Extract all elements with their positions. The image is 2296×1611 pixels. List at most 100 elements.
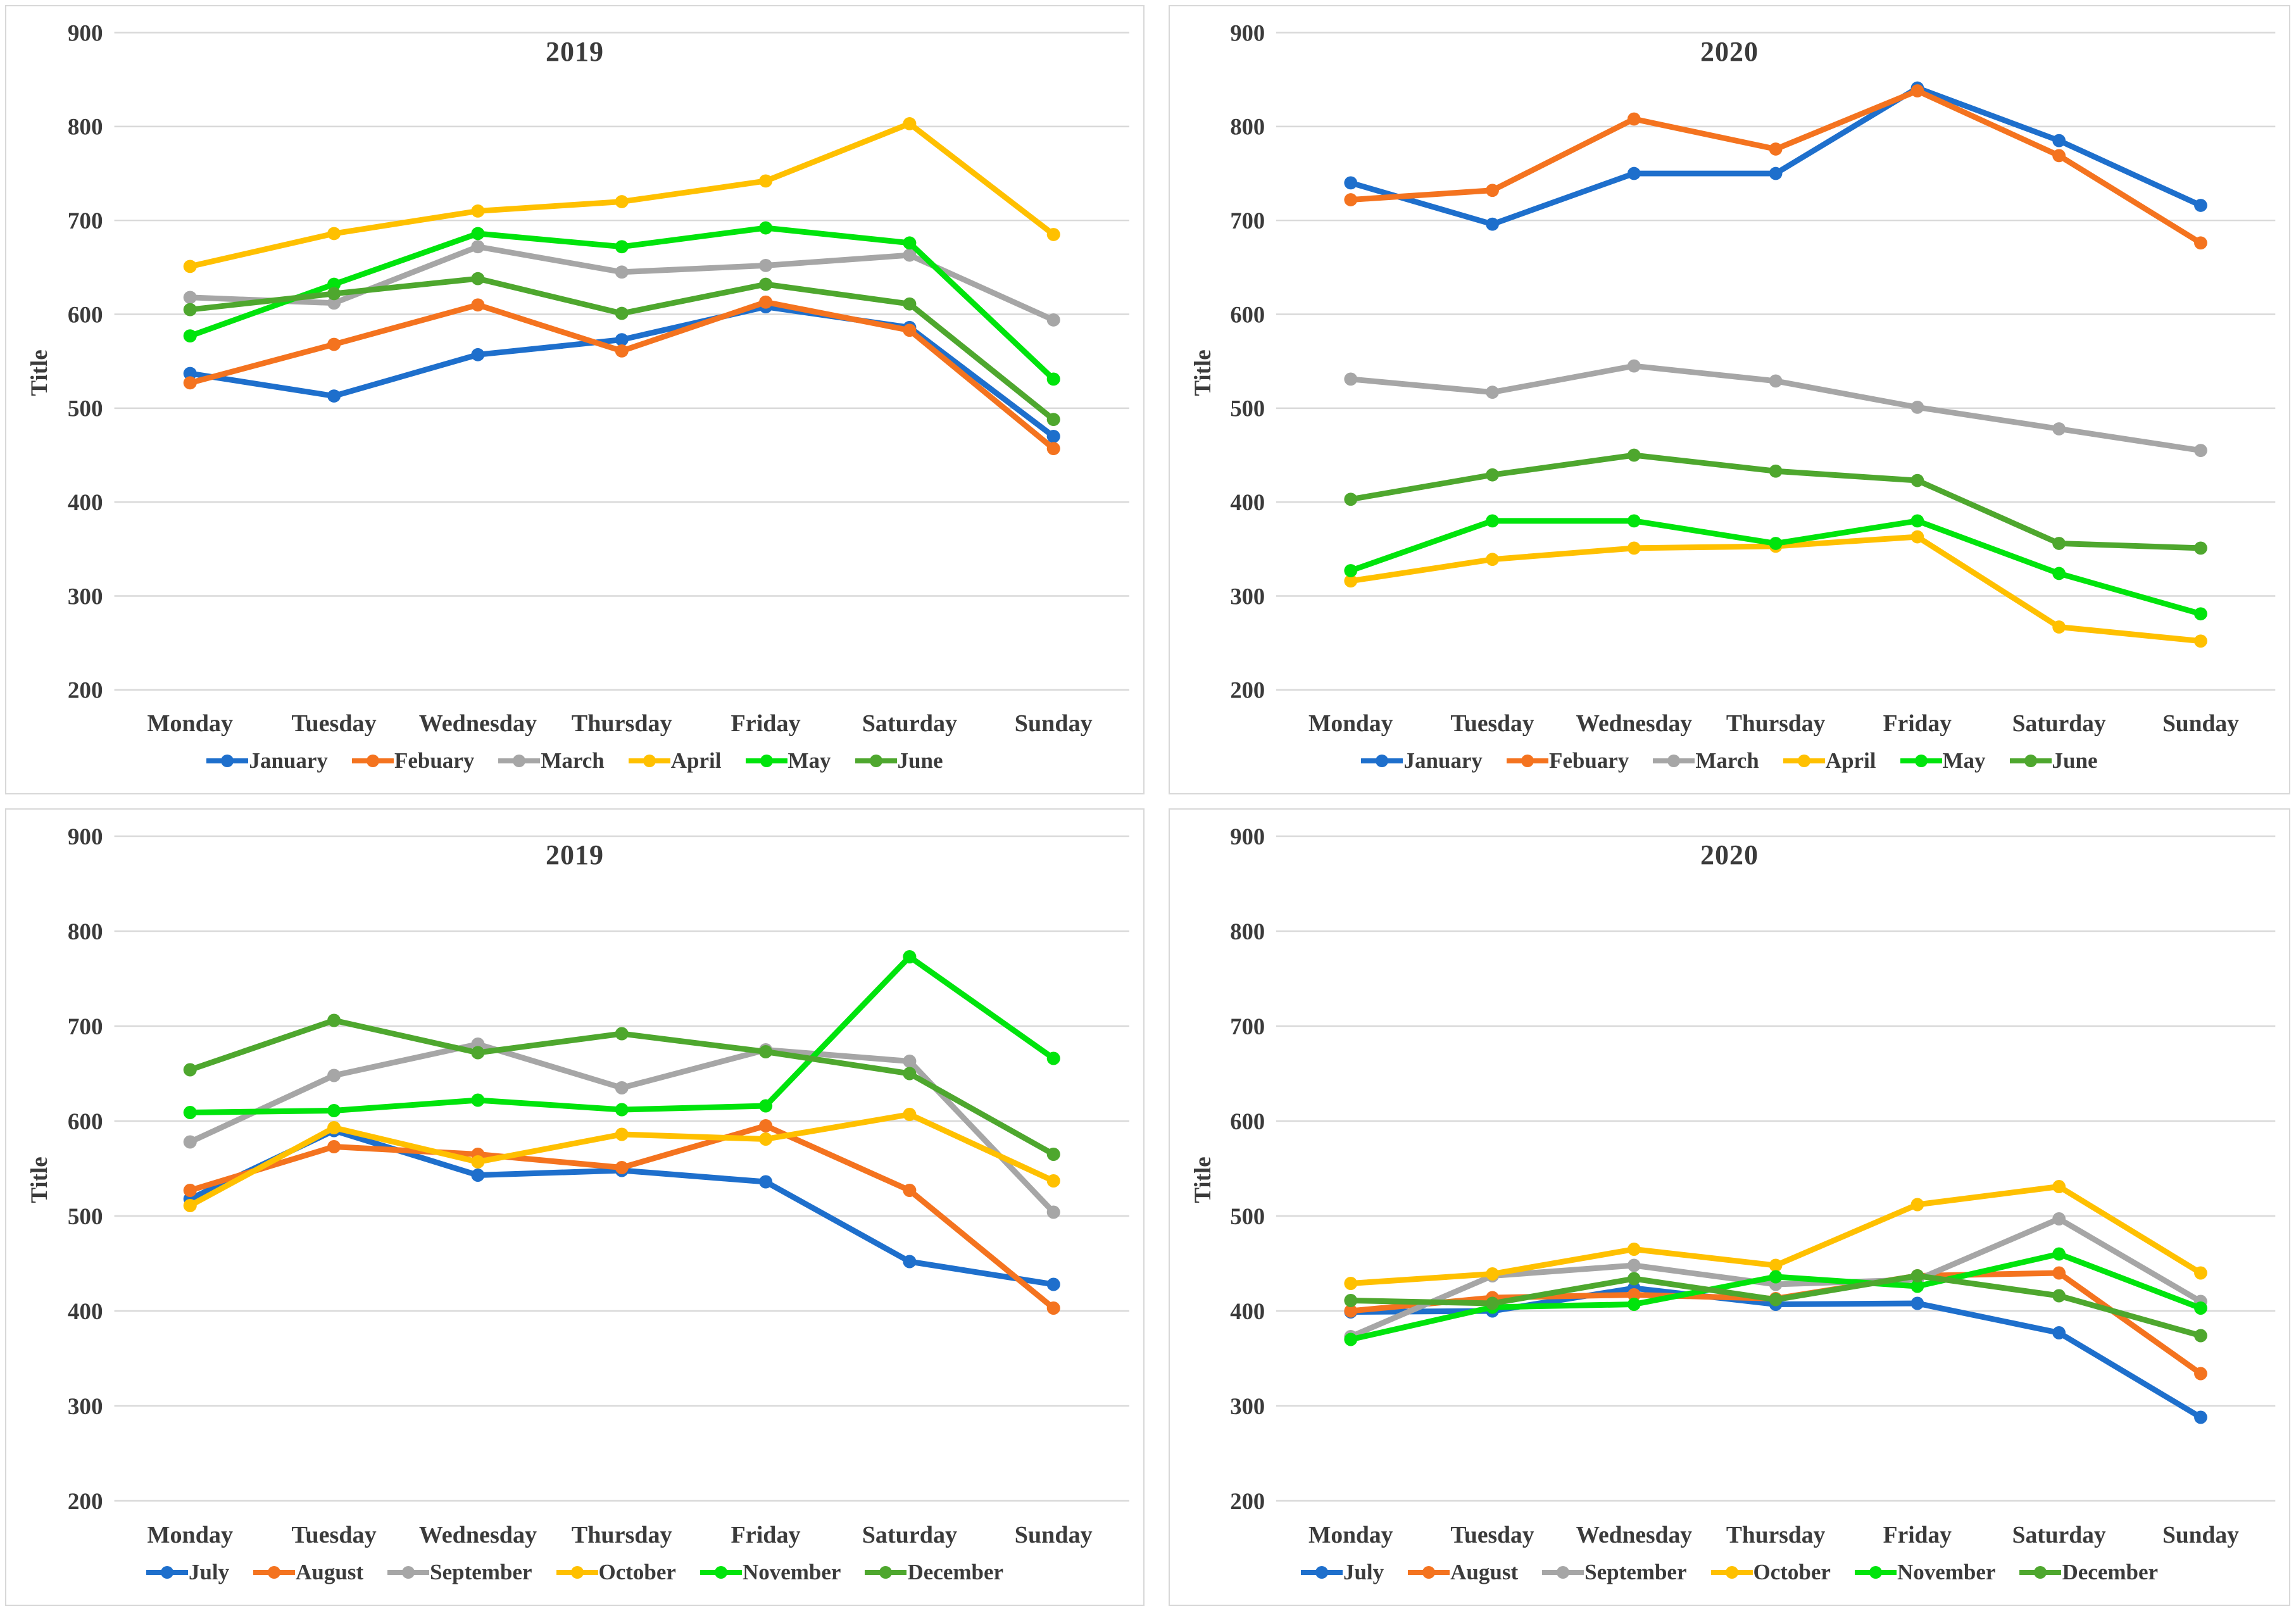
x-label-thursday: Thursday xyxy=(572,1522,672,1548)
y-tick-label-900: 900 xyxy=(68,20,103,46)
chart-plot-area: 900 800 700 600 500 400 300 200 Monday Tuesday Wed… xyxy=(1170,810,2289,1550)
data-point-june-saturday xyxy=(903,297,917,311)
x-axis-category-labels: Monday Tuesday Wednesday Thursday Friday Satu… xyxy=(147,710,1092,737)
data-point-august-thursday xyxy=(615,1161,629,1174)
data-point-october-monday xyxy=(1344,1277,1358,1290)
data-point-march-wednesday xyxy=(1627,359,1641,373)
gridlines xyxy=(1276,32,2276,691)
data-point-september-monday xyxy=(183,1135,197,1149)
data-point-june-tuesday xyxy=(1486,468,1499,482)
y-tick-label-400: 400 xyxy=(1230,1298,1265,1324)
x-label-friday: Friday xyxy=(731,1522,801,1548)
y-tick-label-500: 500 xyxy=(1230,1203,1265,1229)
legend-label: October xyxy=(598,1560,676,1584)
y-tick-label-200: 200 xyxy=(1230,677,1265,703)
chart-panel-2020-jul-dec: 900 800 700 600 500 400 300 200 Monday Tuesday Wed… xyxy=(1169,808,2290,1606)
data-point-febuary-thursday xyxy=(1769,142,1783,156)
legend-item-january: January xyxy=(206,748,328,774)
legend-label: April xyxy=(1825,748,1876,773)
data-point-april-sunday xyxy=(1046,228,1060,241)
data-point-october-monday xyxy=(183,1199,197,1212)
legend-item-december: December xyxy=(2019,1560,2158,1585)
chart-panel-2020-jan-jun: 900 800 700 600 500 400 300 200 Monday Tuesday Wed… xyxy=(1169,5,2290,794)
data-point-november-thursday xyxy=(615,1103,629,1117)
data-point-december-sunday xyxy=(1046,1148,1060,1161)
legend-marker-icon xyxy=(351,755,394,767)
data-point-june-monday xyxy=(1344,492,1358,506)
data-point-march-monday xyxy=(183,291,197,304)
data-point-january-tuesday xyxy=(1486,217,1499,231)
legend-label: Febuary xyxy=(1548,748,1629,773)
data-point-november-monday xyxy=(1344,1332,1358,1346)
data-point-august-sunday xyxy=(2194,1367,2207,1381)
data-point-march-friday xyxy=(759,259,773,272)
data-point-febuary-saturday xyxy=(2052,149,2066,163)
x-label-sunday: Sunday xyxy=(1015,710,1093,737)
data-point-january-sunday xyxy=(1046,429,1060,443)
data-point-november-wednesday xyxy=(1627,1298,1641,1311)
x-label-sunday: Sunday xyxy=(2162,711,2239,737)
y-tick-label-800: 800 xyxy=(68,919,103,945)
data-point-november-saturday xyxy=(903,950,917,963)
data-point-may-monday xyxy=(183,329,197,343)
x-label-friday: Friday xyxy=(1883,1522,1952,1548)
series-december xyxy=(183,1013,1060,1161)
legend-item-october: October xyxy=(1710,1560,1831,1585)
legend-marker-icon xyxy=(1854,1566,1897,1579)
legend-label: March xyxy=(1695,748,1759,773)
data-point-march-tuesday xyxy=(327,296,341,310)
legend-marker-icon xyxy=(628,755,670,767)
data-point-april-tuesday xyxy=(1486,553,1499,567)
legend-item-november: November xyxy=(699,1560,841,1585)
y-tick-label-200: 200 xyxy=(68,677,103,703)
data-point-january-thursday xyxy=(615,333,629,346)
data-point-october-wednesday xyxy=(471,1155,485,1169)
legend-marker-icon xyxy=(1653,755,1695,767)
data-point-september-thursday xyxy=(615,1081,629,1094)
y-tick-label-600: 600 xyxy=(1230,301,1265,327)
series-febuary xyxy=(1344,84,2207,250)
data-point-december-tuesday xyxy=(327,1013,341,1027)
data-point-october-friday xyxy=(759,1132,773,1146)
data-point-november-sunday xyxy=(1046,1051,1060,1065)
x-label-monday: Monday xyxy=(1308,1522,1393,1548)
data-point-august-wednesday xyxy=(1627,1288,1641,1301)
data-point-july-saturday xyxy=(903,1255,917,1269)
line-chart-svg: 900 800 700 600 500 400 300 200 Monday Tuesday Wed… xyxy=(68,20,1129,737)
data-point-march-sunday xyxy=(2194,444,2207,457)
data-point-may-friday xyxy=(1910,514,1924,528)
data-point-january-thursday xyxy=(1769,166,1783,180)
data-point-march-sunday xyxy=(1046,313,1060,327)
legend-label: May xyxy=(787,748,831,773)
x-label-thursday: Thursday xyxy=(1726,1522,1826,1548)
data-point-october-saturday xyxy=(903,1108,917,1121)
chart-legend: January Febuary March April May June xyxy=(6,739,1143,793)
x-label-tuesday: Tuesday xyxy=(1450,1522,1534,1548)
legend-marker-icon xyxy=(1506,755,1548,767)
data-point-april-monday xyxy=(183,260,197,273)
chart-legend: January Febuary March April May June xyxy=(1170,739,2289,793)
y-tick-label-300: 300 xyxy=(68,1394,103,1420)
legend-item-june: June xyxy=(855,748,943,774)
data-point-december-saturday xyxy=(903,1067,917,1081)
x-label-monday: Monday xyxy=(147,710,233,737)
y-axis-title: Title xyxy=(27,349,53,396)
data-point-november-sunday xyxy=(2194,1301,2207,1315)
y-tick-label-800: 800 xyxy=(68,114,103,140)
series-may xyxy=(183,221,1060,386)
data-point-march-thursday xyxy=(615,265,629,279)
y-tick-label-700: 700 xyxy=(1230,208,1265,234)
y-tick-label-600: 600 xyxy=(1230,1108,1265,1134)
data-point-july-saturday xyxy=(2052,1326,2066,1339)
data-point-january-sunday xyxy=(2194,199,2207,212)
legend-label: May xyxy=(1942,748,1986,773)
data-point-april-wednesday xyxy=(1627,541,1641,555)
data-point-april-sunday xyxy=(2194,634,2207,648)
y-axis-tick-labels: 900 800 700 600 500 400 300 200 xyxy=(1230,824,1265,1514)
series-october xyxy=(1344,1180,2207,1290)
y-axis-tick-labels: 900 800 700 600 500 400 300 200 xyxy=(68,824,103,1515)
legend-item-january: January xyxy=(1361,748,1483,774)
legend-label: January xyxy=(249,748,328,773)
x-axis-category-labels: Monday Tuesday Wednesday Thursday Friday Satu… xyxy=(1308,711,2239,737)
data-point-febuary-tuesday xyxy=(1486,184,1499,197)
